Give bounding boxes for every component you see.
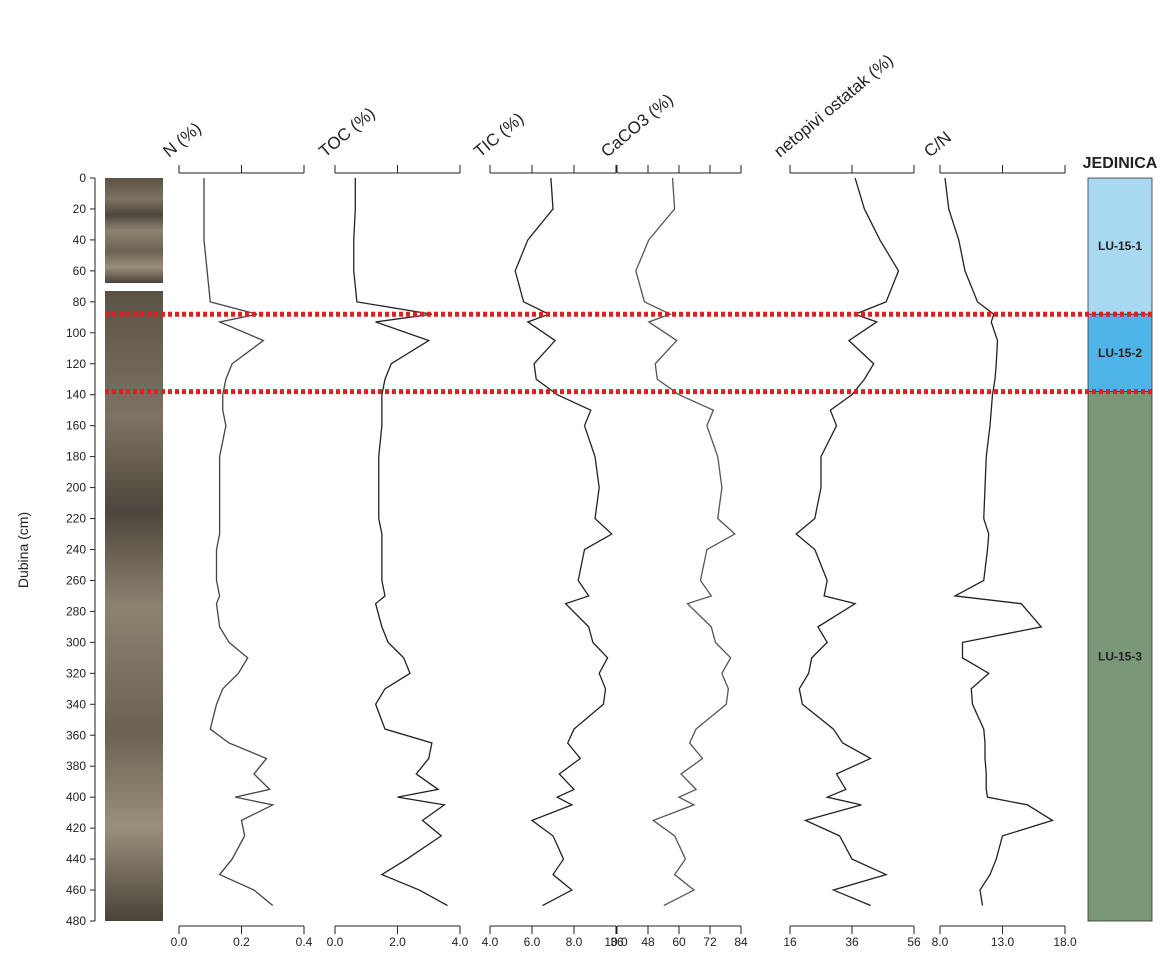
y-tick-label: 440 bbox=[66, 852, 86, 866]
data-line bbox=[203, 178, 275, 907]
data-line bbox=[635, 177, 736, 907]
y-tick-label: 40 bbox=[73, 233, 87, 247]
x-tick-label: 84 bbox=[734, 935, 748, 949]
y-tick-label: 100 bbox=[66, 326, 86, 340]
y-tick-label: 340 bbox=[66, 697, 86, 711]
y-tick-label: 360 bbox=[66, 728, 86, 742]
y-axis-label: Dubina (cm) bbox=[15, 512, 31, 588]
x-tick-label: 56 bbox=[907, 935, 921, 949]
y-tick-label: 220 bbox=[66, 512, 86, 526]
x-tick-label: 36 bbox=[845, 935, 859, 949]
panel-title: C/N bbox=[920, 128, 955, 161]
data-line bbox=[514, 177, 613, 907]
core-photo bbox=[105, 178, 163, 283]
x-tick-label: 48 bbox=[641, 935, 655, 949]
y-tick-label: 380 bbox=[66, 759, 86, 773]
y-tick-label: 200 bbox=[66, 481, 86, 495]
y-tick-label: 280 bbox=[66, 604, 86, 618]
x-tick-label: 13.0 bbox=[991, 935, 1015, 949]
unit-label: LU-15-3 bbox=[1098, 649, 1142, 663]
y-tick-label: 460 bbox=[66, 883, 86, 897]
units-title: JEDINICA bbox=[1083, 155, 1158, 172]
core-photo bbox=[105, 291, 163, 921]
x-tick-label: 0.2 bbox=[233, 935, 250, 949]
y-tick-label: 120 bbox=[66, 357, 86, 371]
y-tick-label: 60 bbox=[73, 264, 87, 278]
unit-zone bbox=[1087, 313, 1153, 393]
data-line bbox=[944, 177, 1055, 906]
y-tick-label: 160 bbox=[66, 419, 86, 433]
x-tick-label: 2.0 bbox=[389, 935, 406, 949]
unit-zone bbox=[1087, 391, 1153, 922]
x-tick-label: 6.0 bbox=[524, 935, 541, 949]
y-tick-label: 420 bbox=[66, 821, 86, 835]
x-tick-label: 4.0 bbox=[482, 935, 499, 949]
y-tick-label: 180 bbox=[66, 450, 86, 464]
x-tick-label: 0.4 bbox=[296, 935, 313, 949]
x-tick-label: 10.0 bbox=[604, 935, 628, 949]
panel-title: CaCO3 (%) bbox=[597, 90, 677, 161]
y-tick-label: 400 bbox=[66, 790, 86, 804]
x-tick-label: 72 bbox=[703, 935, 717, 949]
x-tick-label: 0.0 bbox=[171, 935, 188, 949]
y-tick-label: 20 bbox=[73, 202, 87, 216]
y-tick-label: 240 bbox=[66, 543, 86, 557]
unit-label: LU-15-1 bbox=[1098, 239, 1142, 253]
x-tick-label: 8.0 bbox=[566, 935, 583, 949]
y-tick-label: 0 bbox=[79, 171, 86, 185]
x-tick-label: 60 bbox=[672, 935, 686, 949]
y-tick-label: 320 bbox=[66, 666, 86, 680]
x-tick-label: 0.0 bbox=[327, 935, 344, 949]
panel-title: TOC (%) bbox=[315, 104, 378, 161]
unit-zone bbox=[1087, 177, 1153, 315]
y-tick-label: 480 bbox=[66, 914, 86, 928]
data-line bbox=[795, 177, 900, 907]
panel-title: netopivi ostatak (%) bbox=[770, 51, 897, 162]
data-line bbox=[353, 178, 448, 907]
y-tick-label: 80 bbox=[73, 295, 87, 309]
x-tick-label: 8.0 bbox=[932, 935, 949, 949]
panel-title: N (%) bbox=[159, 119, 204, 161]
unit-label: LU-15-2 bbox=[1098, 346, 1142, 360]
x-tick-label: 4.0 bbox=[452, 935, 469, 949]
y-tick-label: 140 bbox=[66, 388, 86, 402]
panel-title: TIC (%) bbox=[470, 109, 527, 161]
x-tick-label: 36 bbox=[610, 935, 624, 949]
x-tick-label: 18.0 bbox=[1053, 935, 1077, 949]
y-tick-label: 300 bbox=[66, 635, 86, 649]
y-tick-label: 260 bbox=[66, 573, 86, 587]
x-tick-label: 16 bbox=[783, 935, 797, 949]
